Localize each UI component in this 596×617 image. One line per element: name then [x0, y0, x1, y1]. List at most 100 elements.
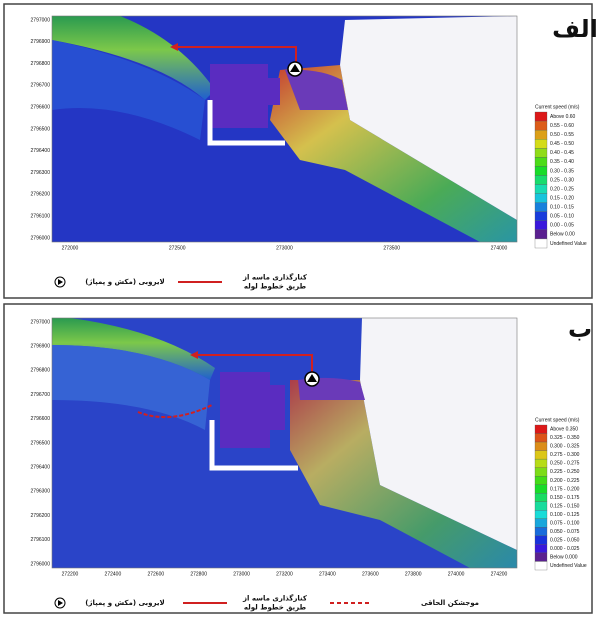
x-tick-label: 273000 [233, 571, 250, 577]
colorbar-label: 0.00 - 0.05 [550, 223, 574, 229]
colorbar-swatch [535, 544, 547, 553]
y-tick-label: 2796500 [31, 126, 51, 132]
colorbar-label: 0.45 - 0.50 [550, 141, 574, 147]
x-tick-label: 272000 [62, 245, 79, 251]
y-tick-label: 2796800 [31, 61, 51, 67]
colorbar-label: 0.275 - 0.300 [550, 452, 580, 458]
legend-label: موجشکن الحاقی [421, 599, 479, 607]
colorbar-swatch [535, 493, 547, 502]
colorbar-label: 0.20 - 0.25 [550, 186, 574, 192]
colorbar-label: 0.55 - 0.60 [550, 123, 574, 129]
colorbar-swatch [535, 451, 547, 460]
colorbar-title: Current speed (m/s) [535, 104, 580, 110]
colorbar-label: Above 0.350 [550, 427, 578, 433]
y-tick-label: 2797000 [31, 17, 51, 23]
y-tick-label: 2796700 [31, 392, 51, 398]
panel-label: الف [552, 15, 596, 43]
colorbar-swatch [535, 536, 547, 545]
colorbar-swatch [535, 130, 547, 139]
colorbar-swatch [535, 510, 547, 519]
y-tick-label: 2796500 [31, 440, 51, 446]
colorbar-swatch [535, 434, 547, 443]
colorbar-label: 0.200 - 0.225 [550, 478, 580, 484]
colorbar-swatch [535, 425, 547, 434]
y-tick-label: 2796400 [31, 148, 51, 154]
colorbar-swatch [535, 148, 547, 157]
x-tick-label: 272500 [169, 245, 186, 251]
legend-label: طریق خطوط لوله [244, 604, 307, 612]
x-tick-label: 273200 [276, 571, 293, 577]
colorbar-label: 0.300 - 0.325 [550, 444, 580, 450]
colorbar-label: 0.125 - 0.150 [550, 503, 580, 509]
colorbar-label: 0.150 - 0.175 [550, 495, 580, 501]
colorbar-label: 0.225 - 0.250 [550, 469, 580, 475]
panel-label: ب [568, 315, 592, 343]
legend-label: طریق خطوط لوله [244, 283, 307, 291]
colorbar-label: 0.325 - 0.350 [550, 435, 580, 441]
y-tick-label: 2796200 [31, 513, 51, 519]
colorbar-label: 0.05 - 0.10 [550, 214, 574, 220]
colorbar-swatch [535, 175, 547, 184]
panel-a: الف [4, 4, 596, 298]
colorbar-label: 0.25 - 0.30 [550, 177, 574, 183]
colorbar-swatch [535, 221, 547, 230]
colorbar-swatch [535, 121, 547, 130]
x-tick-label: 272800 [190, 571, 207, 577]
colorbar-label: 0.000 - 0.025 [550, 546, 580, 552]
colorbar-swatch [535, 561, 547, 570]
legend-label: کنارگذاری ماسه از [242, 594, 308, 603]
y-tick-label: 2796300 [31, 170, 51, 176]
colorbar-swatch [535, 239, 547, 248]
colorbar-swatch [535, 527, 547, 536]
colorbar-label: 0.15 - 0.20 [550, 195, 574, 201]
y-tick-label: 2796400 [31, 465, 51, 471]
x-tick-label: 272600 [147, 571, 164, 577]
colorbar-swatch [535, 459, 547, 468]
colorbar-swatch [535, 203, 547, 212]
x-tick-label: 273400 [319, 571, 336, 577]
y-tick-label: 2796900 [31, 344, 51, 350]
colorbar-label: 0.075 - 0.100 [550, 520, 580, 526]
x-tick-label: 273500 [383, 245, 400, 251]
y-tick-label: 2796900 [31, 39, 51, 45]
y-tick-label: 2796600 [31, 105, 51, 111]
colorbar-label: 0.025 - 0.050 [550, 537, 580, 543]
colorbar-swatch [535, 485, 547, 494]
y-tick-label: 2796800 [31, 368, 51, 374]
colorbar-label: 0.050 - 0.075 [550, 529, 580, 535]
colorbar-label: 0.10 - 0.15 [550, 205, 574, 211]
colorbar-swatch [535, 230, 547, 239]
colorbar-label: 0.40 - 0.45 [550, 150, 574, 156]
x-tick-label: 274000 [491, 245, 508, 251]
colorbar-swatch [535, 502, 547, 511]
colorbar-label: Undefined Value [550, 563, 587, 569]
colorbar-swatch [535, 194, 547, 203]
colorbar-title: Current speed (m/s) [535, 417, 580, 423]
colorbar-swatch [535, 212, 547, 221]
colorbar-swatch [535, 185, 547, 194]
y-tick-label: 2796700 [31, 83, 51, 89]
colorbar-swatch [535, 553, 547, 562]
y-tick-label: 2796000 [31, 561, 51, 567]
colorbar-swatch [535, 139, 547, 148]
colorbar-swatch [535, 468, 547, 477]
colorbar-label: 0.100 - 0.125 [550, 512, 580, 518]
colorbar-swatch [535, 519, 547, 528]
y-tick-label: 2796100 [31, 214, 51, 220]
y-tick-label: 2797000 [31, 319, 51, 325]
y-tick-label: 2796600 [31, 416, 51, 422]
y-tick-label: 2796300 [31, 489, 51, 495]
x-tick-label: 272400 [105, 571, 122, 577]
colorbar-label: 0.175 - 0.200 [550, 486, 580, 492]
colorbar-label: Undefined Value [550, 241, 587, 247]
x-tick-label: 272200 [62, 571, 79, 577]
colorbar-swatch [535, 157, 547, 166]
x-tick-label: 273800 [405, 571, 422, 577]
colorbar-swatch [535, 166, 547, 175]
y-tick-label: 2796100 [31, 537, 51, 543]
colorbar-swatch [535, 476, 547, 485]
panel-b: ب [4, 304, 592, 613]
legend-label: لایروبی (مکش و پمپاژ) [85, 278, 164, 286]
legend-label: لایروبی (مکش و پمپاژ) [85, 599, 164, 607]
colorbar-label: 0.35 - 0.40 [550, 159, 574, 165]
